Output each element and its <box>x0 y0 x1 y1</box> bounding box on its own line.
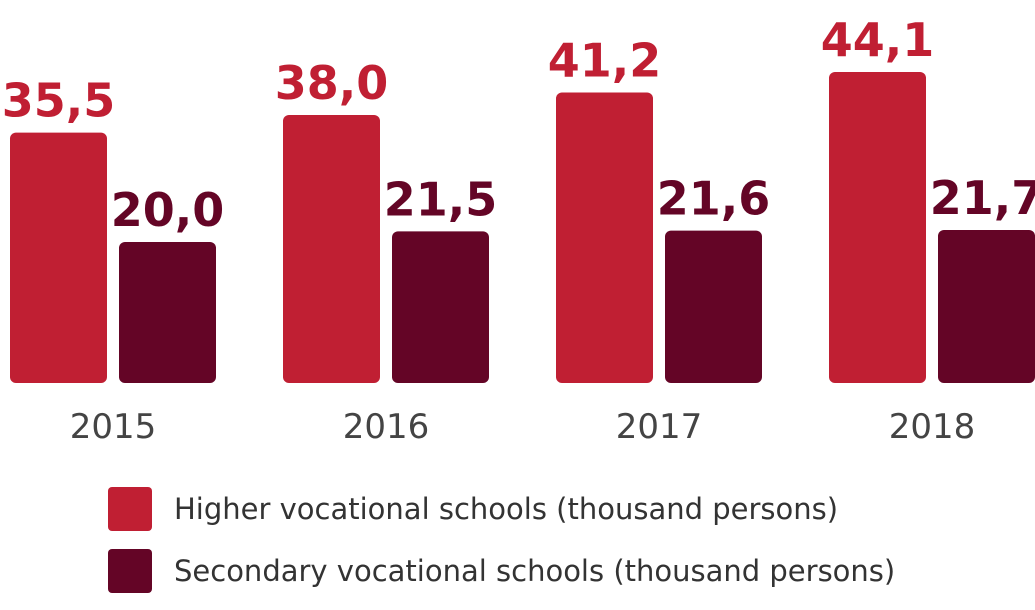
legend-label-higher: Higher vocational schools (thousand pers… <box>174 492 839 526</box>
value-label-higher-2015: 35,5 <box>2 74 116 128</box>
bar-higher-2016 <box>283 115 380 384</box>
x-tick-label-2015: 2015 <box>70 407 157 447</box>
legend: Higher vocational schools (thousand pers… <box>108 486 895 610</box>
x-tick-label-2018: 2018 <box>889 407 976 447</box>
bar-chart: 35,5 20,0 2015 38,0 21,5 2016 41,2 21,6 2017 44,1… <box>2 13 1035 447</box>
value-label-secondary-2018: 21,7 <box>930 171 1035 225</box>
legend-label-secondary: Secondary vocational schools (thousand p… <box>174 554 896 588</box>
value-label-higher-2018: 44,1 <box>821 13 935 67</box>
bar-secondary-2016 <box>392 231 489 383</box>
value-label-higher-2016: 38,0 <box>275 56 389 110</box>
legend-item-secondary: Secondary vocational schools (thousand p… <box>108 548 895 594</box>
x-tick-label-2017: 2017 <box>616 407 703 447</box>
bar-secondary-2017 <box>665 230 762 383</box>
x-tick-label-2016: 2016 <box>343 407 430 447</box>
legend-swatch-secondary <box>108 549 152 593</box>
value-label-secondary-2016: 21,5 <box>384 172 498 226</box>
bar-higher-2018 <box>829 72 926 383</box>
bar-secondary-2018 <box>938 229 1035 383</box>
value-label-secondary-2017: 21,6 <box>657 172 771 226</box>
bar-higher-2015 <box>10 132 107 383</box>
legend-swatch-higher <box>108 487 152 531</box>
bar-secondary-2015 <box>119 241 216 383</box>
bar-higher-2017 <box>556 92 653 384</box>
value-label-higher-2017: 41,2 <box>548 33 662 87</box>
value-label-secondary-2015: 20,0 <box>111 183 225 237</box>
legend-item-higher: Higher vocational schools (thousand pers… <box>108 486 895 532</box>
